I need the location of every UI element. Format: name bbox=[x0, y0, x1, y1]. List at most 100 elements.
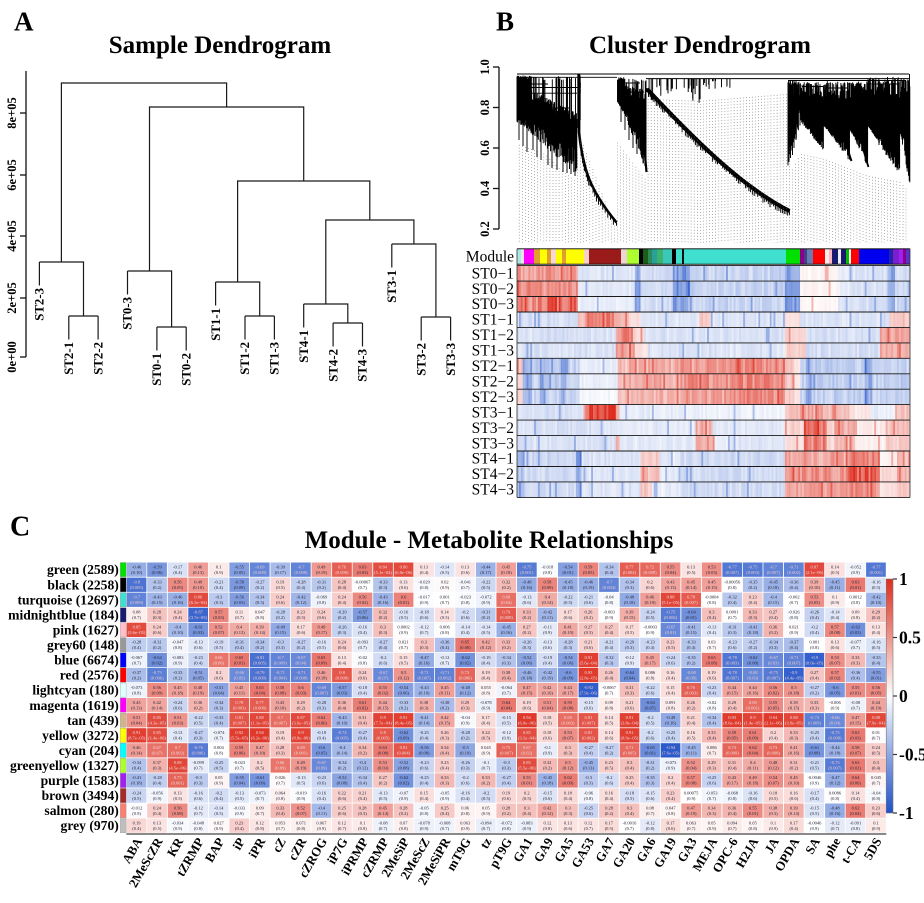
svg-text:(0.06): (0.06) bbox=[316, 721, 327, 726]
svg-text:(0.08): (0.08) bbox=[562, 705, 573, 710]
svg-text:-0.45: -0.45 bbox=[769, 580, 779, 585]
svg-text:-0.7: -0.7 bbox=[277, 655, 285, 660]
svg-text:(0.02): (0.02) bbox=[460, 660, 471, 665]
svg-text:0.85: 0.85 bbox=[523, 730, 532, 735]
svg-text:-0.31: -0.31 bbox=[728, 625, 737, 630]
svg-text:0.53: 0.53 bbox=[810, 595, 819, 600]
svg-text:(0.9): (0.9) bbox=[666, 766, 675, 771]
svg-text:-0.33: -0.33 bbox=[686, 640, 696, 645]
svg-text:-0.2: -0.2 bbox=[811, 625, 818, 630]
svg-text:-0.66: -0.66 bbox=[830, 715, 840, 720]
svg-text:-0.45: -0.45 bbox=[686, 745, 696, 750]
svg-text:(0.03): (0.03) bbox=[747, 675, 758, 680]
svg-text:-0.49: -0.49 bbox=[276, 625, 286, 630]
svg-text:0.76: 0.76 bbox=[687, 685, 696, 690]
svg-text:(1.1e−05): (1.1e−05) bbox=[251, 721, 269, 726]
svg-text:(0.11): (0.11) bbox=[686, 751, 697, 756]
svg-text:0.34: 0.34 bbox=[441, 745, 450, 750]
svg-text:(0.9): (0.9) bbox=[831, 600, 840, 605]
svg-text:(0.8): (0.8) bbox=[810, 645, 819, 650]
svg-text:-0.52: -0.52 bbox=[399, 760, 408, 765]
svg-text:(0.8): (0.8) bbox=[646, 675, 655, 680]
svg-text:0.94: 0.94 bbox=[256, 730, 265, 735]
svg-text:-0.052: -0.052 bbox=[850, 564, 862, 569]
svg-text:0.3: 0.3 bbox=[627, 760, 633, 765]
svg-text:salmon (280): salmon (280) bbox=[44, 803, 118, 819]
svg-text:-0.62: -0.62 bbox=[461, 655, 470, 660]
svg-text:(0.3): (0.3) bbox=[317, 705, 326, 710]
svg-text:(0.03): (0.03) bbox=[213, 615, 224, 620]
svg-text:(0.4): (0.4) bbox=[872, 660, 881, 665]
svg-text:(0.008): (0.008) bbox=[828, 736, 842, 741]
svg-text:ST2−3: ST2−3 bbox=[472, 389, 515, 406]
svg-text:(0.01): (0.01) bbox=[645, 751, 656, 756]
svg-text:-0.33: -0.33 bbox=[399, 700, 409, 705]
svg-text:(0.9): (0.9) bbox=[605, 615, 614, 620]
svg-text:ST1−2: ST1−2 bbox=[472, 327, 514, 344]
svg-text:(0.6): (0.6) bbox=[194, 645, 203, 650]
svg-text:(0.06): (0.06) bbox=[234, 751, 245, 756]
svg-text:0.24: 0.24 bbox=[338, 595, 347, 600]
svg-text:(0.005): (0.005) bbox=[623, 751, 637, 756]
svg-text:(0.5): (0.5) bbox=[481, 736, 490, 741]
svg-text:-0.75: -0.75 bbox=[748, 564, 758, 569]
svg-text:-0.1: -0.1 bbox=[482, 760, 489, 765]
svg-text:-0.6: -0.6 bbox=[318, 745, 326, 750]
svg-text:(0.6): (0.6) bbox=[420, 766, 429, 771]
svg-text:(0.5): (0.5) bbox=[831, 570, 840, 575]
svg-text:(3.8e−04): (3.8e−04) bbox=[621, 721, 639, 726]
svg-text:(0.05): (0.05) bbox=[871, 690, 882, 695]
svg-text:(0.5): (0.5) bbox=[255, 766, 264, 771]
svg-text:(0.008): (0.008) bbox=[294, 675, 308, 680]
svg-text:(0.18): (0.18) bbox=[562, 585, 573, 590]
svg-text:0.94: 0.94 bbox=[769, 715, 778, 720]
svg-text:0.61: 0.61 bbox=[749, 730, 757, 735]
svg-text:(0.10): (0.10) bbox=[172, 630, 183, 635]
svg-text:0.3: 0.3 bbox=[421, 640, 427, 645]
svg-text:-0.41: -0.41 bbox=[748, 625, 757, 630]
svg-text:0.17: 0.17 bbox=[564, 610, 573, 615]
svg-text:(0.6): (0.6) bbox=[543, 736, 552, 741]
svg-text:(0.6): (0.6) bbox=[646, 736, 655, 741]
svg-text:-0.13: -0.13 bbox=[707, 625, 717, 630]
svg-text:(0.2): (0.2) bbox=[481, 615, 490, 620]
svg-text:ST2-1: ST2-1 bbox=[62, 342, 76, 375]
svg-text:(8.8e−06): (8.8e−06) bbox=[292, 736, 310, 741]
svg-text:-0.59: -0.59 bbox=[152, 564, 162, 569]
svg-text:ST4-2: ST4-2 bbox=[326, 349, 340, 382]
svg-text:(0.2): (0.2) bbox=[132, 675, 141, 680]
svg-text:0.52: 0.52 bbox=[687, 760, 695, 765]
svg-text:-0.16: -0.16 bbox=[871, 640, 881, 645]
svg-text:(0.14): (0.14) bbox=[686, 585, 697, 590]
svg-text:0.24: 0.24 bbox=[276, 595, 285, 600]
svg-text:-0.12: -0.12 bbox=[440, 655, 449, 660]
svg-text:(0.3): (0.3) bbox=[153, 766, 162, 771]
svg-text:0.81: 0.81 bbox=[235, 715, 243, 720]
svg-text:grey60 (148): grey60 (148) bbox=[47, 638, 119, 654]
svg-text:(0.4): (0.4) bbox=[584, 751, 593, 756]
svg-text:-0.45: -0.45 bbox=[584, 760, 594, 765]
svg-text:(0.5): (0.5) bbox=[502, 721, 511, 726]
svg-text:Sample Dendrogram: Sample Dendrogram bbox=[109, 32, 332, 59]
svg-text:0.2: 0.2 bbox=[647, 580, 653, 585]
svg-text:(0.3): (0.3) bbox=[276, 751, 285, 756]
svg-text:(0.6): (0.6) bbox=[461, 615, 470, 620]
svg-text:(0.2): (0.2) bbox=[276, 615, 285, 620]
svg-text:0.91: 0.91 bbox=[626, 730, 634, 735]
svg-text:(0.19): (0.19) bbox=[316, 570, 327, 575]
svg-text:0.55: 0.55 bbox=[667, 564, 676, 569]
svg-text:(0.3): (0.3) bbox=[748, 615, 757, 620]
svg-text:(0.4): (0.4) bbox=[481, 721, 490, 726]
svg-text:-0.42: -0.42 bbox=[543, 670, 552, 675]
svg-text:-0.18: -0.18 bbox=[358, 685, 368, 690]
svg-text:(0.4): (0.4) bbox=[605, 630, 614, 635]
svg-text:(0.4): (0.4) bbox=[666, 736, 675, 741]
svg-text:(0.06): (0.06) bbox=[357, 615, 368, 620]
svg-text:(0.7): (0.7) bbox=[440, 660, 449, 665]
svg-text:-0.31: -0.31 bbox=[645, 760, 654, 765]
svg-text:(0.15): (0.15) bbox=[727, 690, 738, 695]
svg-text:(0.008): (0.008) bbox=[294, 570, 308, 575]
svg-text:(0.007): (0.007) bbox=[767, 570, 781, 575]
svg-text:(0.7): (0.7) bbox=[132, 660, 141, 665]
svg-text:(0.14): (0.14) bbox=[254, 630, 265, 635]
